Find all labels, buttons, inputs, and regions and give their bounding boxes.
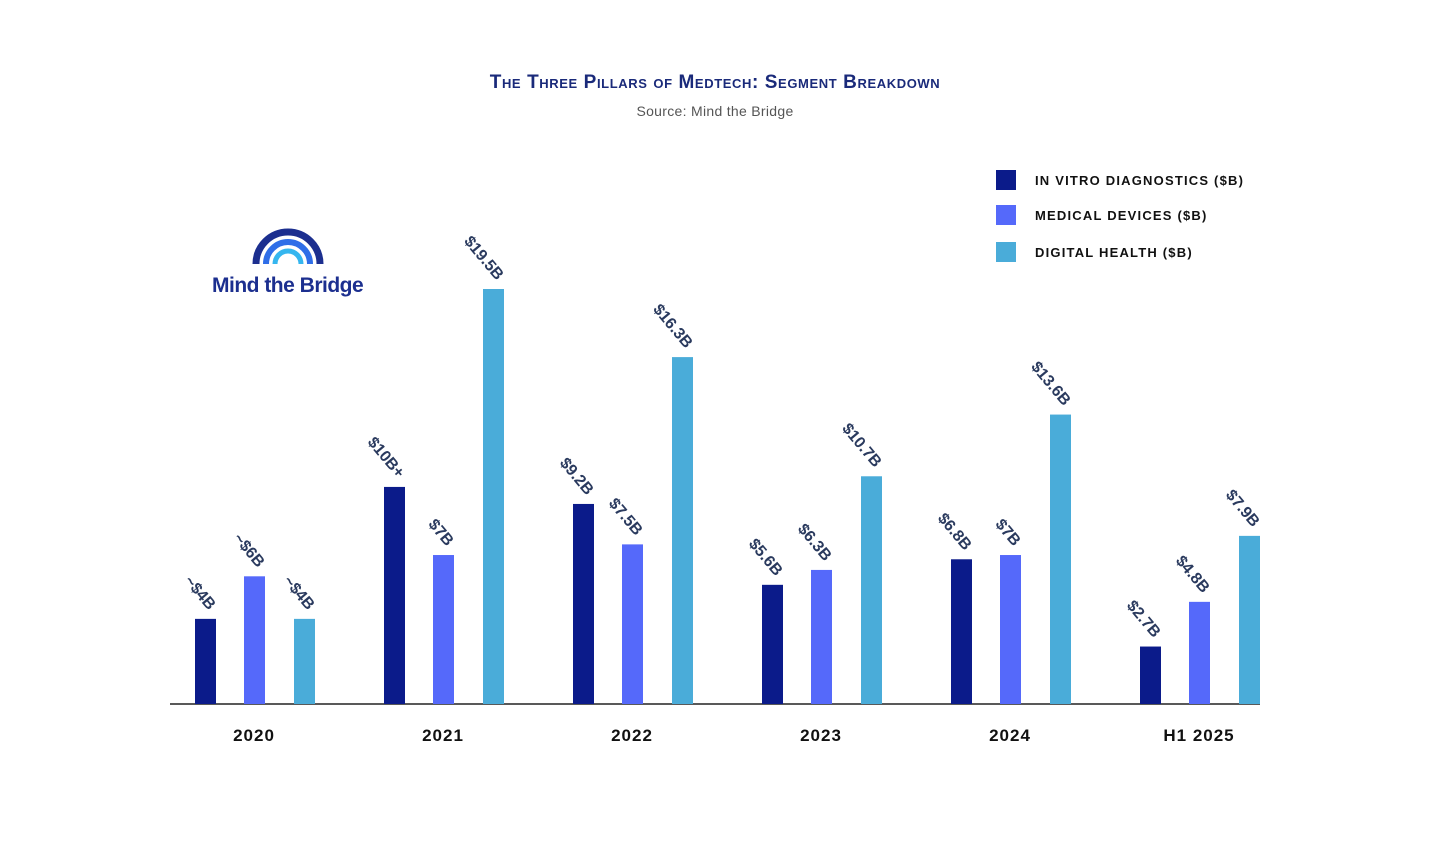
data-label-5-0: $2.7B	[1123, 597, 1163, 641]
data-label-5-1: $4.8B	[1172, 553, 1212, 597]
data-label-3-2: $10.7B	[838, 420, 884, 470]
data-label-1-2: $19.5B	[460, 233, 506, 283]
data-label-0-1: ~$6B	[230, 530, 268, 571]
x-tick-label-3: 2023	[800, 726, 842, 745]
bar-5-2	[1239, 535, 1260, 704]
bar-4-0	[951, 559, 972, 704]
mind-the-bridge-logo: Mind the Bridge	[212, 228, 372, 308]
data-label-5-2: $7.9B	[1222, 487, 1262, 531]
data-label-1-0: $10B+	[364, 434, 408, 481]
bar-2-1	[622, 544, 643, 704]
data-label-3-1: $6.3B	[794, 521, 834, 565]
x-tick-label-0: 2020	[233, 726, 275, 745]
legend-swatch-medical-devices	[996, 205, 1016, 225]
chart-title: The Three Pillars of Medtech: Segment Br…	[489, 72, 941, 93]
bar-0-2	[294, 618, 315, 704]
legend-label-ivd: IN VITRO DIAGNOSTICS ($B)	[1035, 172, 1245, 188]
data-label-0-0: ~$4B	[181, 573, 219, 614]
x-tick-label-2: 2022	[611, 726, 653, 745]
data-label-3-0: $5.6B	[745, 536, 785, 580]
legend-label-medical-devices: MEDICAL DEVICES ($B)	[1035, 207, 1208, 223]
bar-5-1	[1189, 601, 1210, 704]
bar-1-0	[384, 486, 405, 704]
bar-4-1	[1000, 555, 1021, 704]
x-tick-label-1: 2021	[422, 726, 464, 745]
bar-0-1	[244, 576, 265, 704]
data-label-4-0: $6.8B	[934, 510, 974, 554]
bar-3-0	[762, 584, 783, 704]
legend-item-digital-health: DIGITAL HEALTH ($B)	[996, 242, 1193, 262]
legend-item-medical-devices: MEDICAL DEVICES ($B)	[996, 205, 1208, 225]
bridge-arch-icon	[252, 228, 324, 265]
chart-subtitle: Source: Mind the Bridge	[636, 103, 794, 119]
bar-5-0	[1140, 646, 1161, 704]
bar-2-0	[573, 503, 594, 704]
data-label-4-2: $13.6B	[1027, 359, 1073, 409]
bar-1-1	[433, 555, 454, 704]
bar-4-2	[1050, 414, 1071, 704]
data-label-2-1: $7.5B	[605, 495, 645, 539]
legend-swatch-ivd	[996, 170, 1016, 190]
legend-swatch-digital-health	[996, 242, 1016, 262]
logo-text: Mind the Bridge	[212, 274, 364, 297]
data-label-2-2: $16.3B	[649, 301, 695, 351]
x-tick-label-5: H1 2025	[1163, 726, 1234, 745]
legend-item-ivd: IN VITRO DIAGNOSTICS ($B)	[996, 170, 1244, 190]
bar-3-1	[811, 569, 832, 704]
bar-0-0	[195, 618, 216, 704]
bar-2-2	[672, 357, 693, 704]
bar-1-2	[483, 289, 504, 704]
data-label-2-0: $9.2B	[556, 455, 596, 499]
legend-label-digital-health: DIGITAL HEALTH ($B)	[1035, 244, 1193, 260]
data-label-1-1: $7B	[425, 516, 457, 549]
data-label-0-2: ~$4B	[280, 573, 318, 614]
x-tick-label-4: 2024	[989, 726, 1031, 745]
data-label-4-1: $7B	[992, 516, 1024, 549]
bar-3-2	[861, 476, 882, 704]
